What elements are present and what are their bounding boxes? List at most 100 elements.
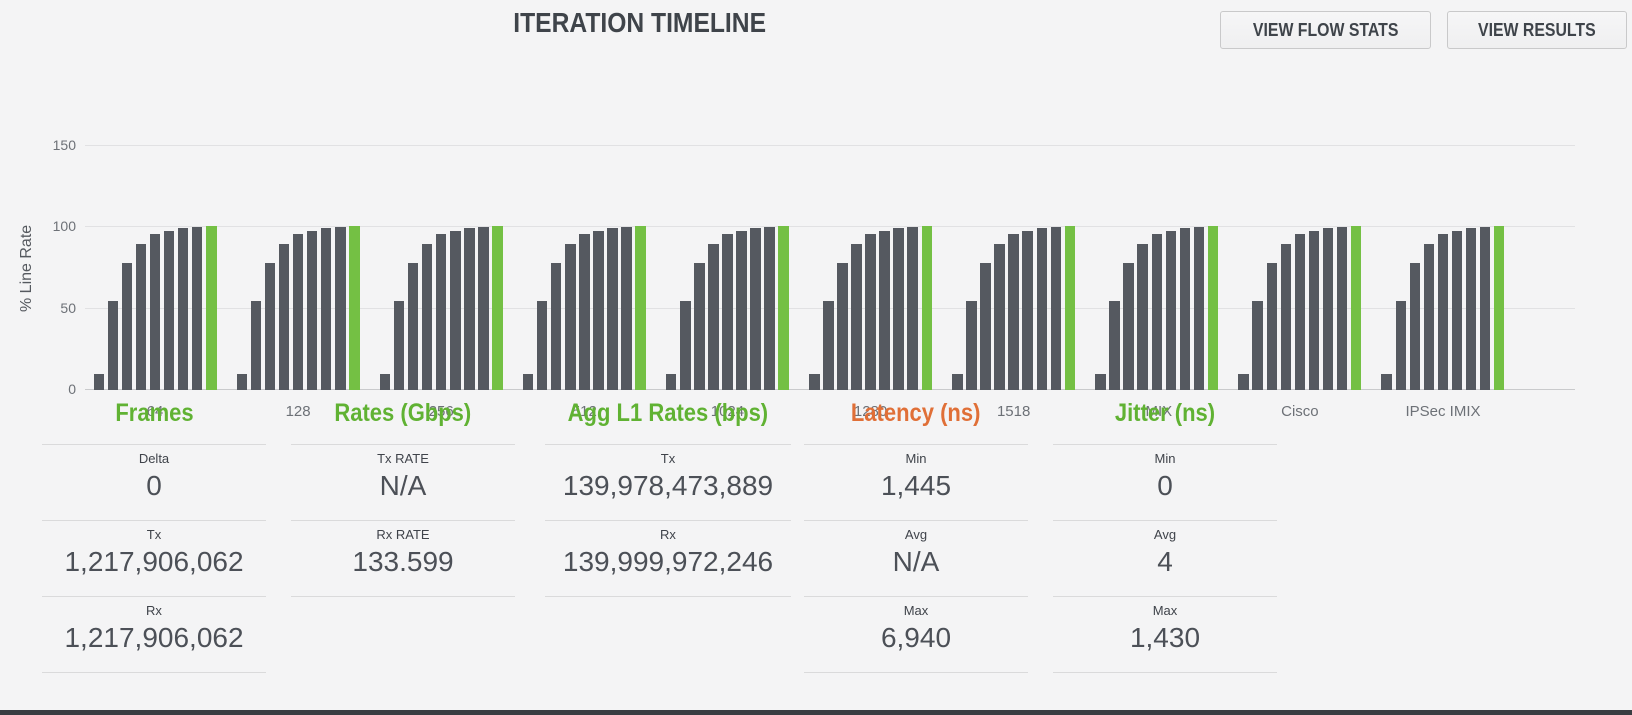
stat-value: 1,445 — [880, 470, 952, 501]
iteration-bar — [177, 228, 189, 390]
gridline-100 — [85, 226, 1575, 228]
final-rate-bar — [1493, 225, 1505, 390]
iteration-bar — [379, 373, 391, 390]
final-rate-bar — [921, 225, 933, 390]
stat-value: 6,940 — [880, 622, 952, 653]
latency-row-max: Max 6,940 — [804, 596, 1028, 672]
y-tick-label: 150 — [52, 137, 76, 153]
iteration-bar — [1266, 263, 1277, 390]
iteration-bar — [1123, 263, 1134, 390]
final-rate-bar — [1350, 225, 1362, 390]
y-axis-title: % Line Rate — [18, 224, 35, 312]
iteration-bar — [1095, 373, 1106, 390]
stat-label: Rx — [660, 527, 676, 542]
agg-l1-rates-panel: Agg L1 Rates (bps) Tx 139,978,473,889 Rx 139… — [545, 383, 791, 597]
view-results-button[interactable]: VIEW RESULTS — [1447, 11, 1627, 49]
x-axis-label: 512 — [571, 403, 597, 420]
iteration-bar — [593, 230, 604, 390]
stat-label: Min — [905, 451, 927, 466]
frames-row-tx: Tx 1,217,906,062 — [42, 520, 266, 596]
stat-label: Avg — [1153, 527, 1177, 542]
stat-value: 1,430 — [1129, 622, 1201, 653]
stat-label: Tx RATE — [377, 451, 429, 466]
iteration-bar — [1280, 243, 1292, 390]
plot-area — [85, 145, 1575, 390]
iteration-bar — [393, 300, 405, 390]
iteration-bar — [421, 243, 433, 390]
rates-panel-title: Rates (Gbps) — [334, 399, 472, 427]
iteration-bar — [1008, 233, 1019, 390]
iteration-bar — [621, 227, 632, 390]
bar-group-1518 — [952, 146, 1076, 390]
iteration-bar — [264, 263, 276, 390]
iteration-bar — [565, 243, 576, 390]
iteration-bar — [1022, 230, 1033, 390]
iteration-bar — [736, 230, 747, 390]
iteration-bar — [135, 243, 147, 390]
iteration-bar — [708, 243, 719, 390]
iteration-bar — [1294, 233, 1306, 390]
latency-panel: Latency (ns) Min 1,445 Avg N/A Max 6,940 — [804, 383, 1028, 673]
final-rate-bar — [206, 225, 217, 390]
stat-label: Max — [1152, 603, 1178, 618]
y-tick-label: 0 — [68, 381, 76, 397]
stat-value: N/A — [892, 546, 940, 577]
iteration-bar — [1308, 230, 1320, 390]
stats-section: Frames Delta 0 Tx 1,217,906,062 Rx 1,217,906,0… — [0, 383, 1632, 673]
iteration-bar — [1050, 227, 1062, 390]
iteration-bar — [764, 227, 775, 390]
stat-value: 1,217,906,062 — [64, 546, 244, 577]
latency-panel-title: Latency (ns) — [851, 399, 981, 427]
iteration-bar — [579, 233, 590, 390]
iteration-bar — [478, 227, 489, 390]
stat-value: 139,999,972,246 — [562, 546, 774, 577]
iteration-bar — [536, 300, 548, 390]
final-rate-bar — [778, 225, 789, 390]
view-flow-stats-button[interactable]: VIEW FLOW STATS — [1219, 11, 1432, 49]
iteration-bar — [292, 233, 304, 390]
jitter-row-min: Min 0 — [1053, 444, 1277, 520]
stat-label: Delta — [138, 451, 170, 466]
bar-group-Cisco — [1238, 146, 1362, 390]
stat-value: 0 — [146, 470, 162, 501]
iteration-bar — [607, 228, 618, 390]
stat-value: 1,217,906,062 — [64, 622, 244, 653]
iteration-bar — [837, 263, 848, 390]
iteration-bar — [1165, 230, 1177, 390]
page-title: ITERATION TIMELINE — [513, 7, 767, 38]
iteration-bar — [1322, 228, 1334, 390]
chart-header: ITERATION TIMELINE — [0, 7, 1280, 39]
x-axis-label: 256 — [428, 403, 454, 420]
bar-group-256 — [379, 146, 503, 390]
iteration-bar — [407, 263, 419, 390]
iteration-bar — [1238, 373, 1249, 390]
x-axis-label: IPSec IMIX — [1405, 403, 1481, 420]
bar-group-128 — [236, 146, 360, 390]
jitter-row-avg: Avg 4 — [1053, 520, 1277, 596]
iteration-timeline-chart: % Line Rate 150 100 50 0 64 128 256 512 1024 1280… — [0, 60, 1632, 420]
bar-group-1024 — [665, 146, 789, 390]
stat-value: 4 — [1157, 546, 1173, 577]
stat-value: 133.599 — [352, 546, 454, 577]
iteration-bar — [680, 300, 691, 390]
x-axis-label: 1280 — [853, 403, 888, 420]
iteration-bar — [320, 228, 332, 390]
iteration-bar — [966, 300, 977, 390]
x-axis-label: IMIX — [1141, 403, 1173, 420]
iteration-bar — [93, 373, 104, 390]
iteration-bar — [1193, 227, 1205, 390]
iteration-bar — [1451, 230, 1463, 390]
bar-group-512 — [522, 146, 646, 390]
rates-panel: Rates (Gbps) Tx RATE N/A Rx RATE 133.599 — [291, 383, 515, 597]
stat-value: N/A — [379, 470, 427, 501]
iteration-bar — [278, 243, 290, 390]
final-rate-bar — [635, 225, 646, 390]
jitter-row-max: Max 1,430 — [1053, 596, 1277, 672]
gridline-150 — [85, 145, 1575, 146]
iteration-bar — [306, 230, 318, 390]
footer-strip — [0, 710, 1632, 715]
y-tick-label: 100 — [52, 218, 76, 235]
final-rate-bar — [349, 225, 360, 390]
iteration-bar — [250, 300, 262, 390]
iteration-bar — [1252, 300, 1263, 390]
